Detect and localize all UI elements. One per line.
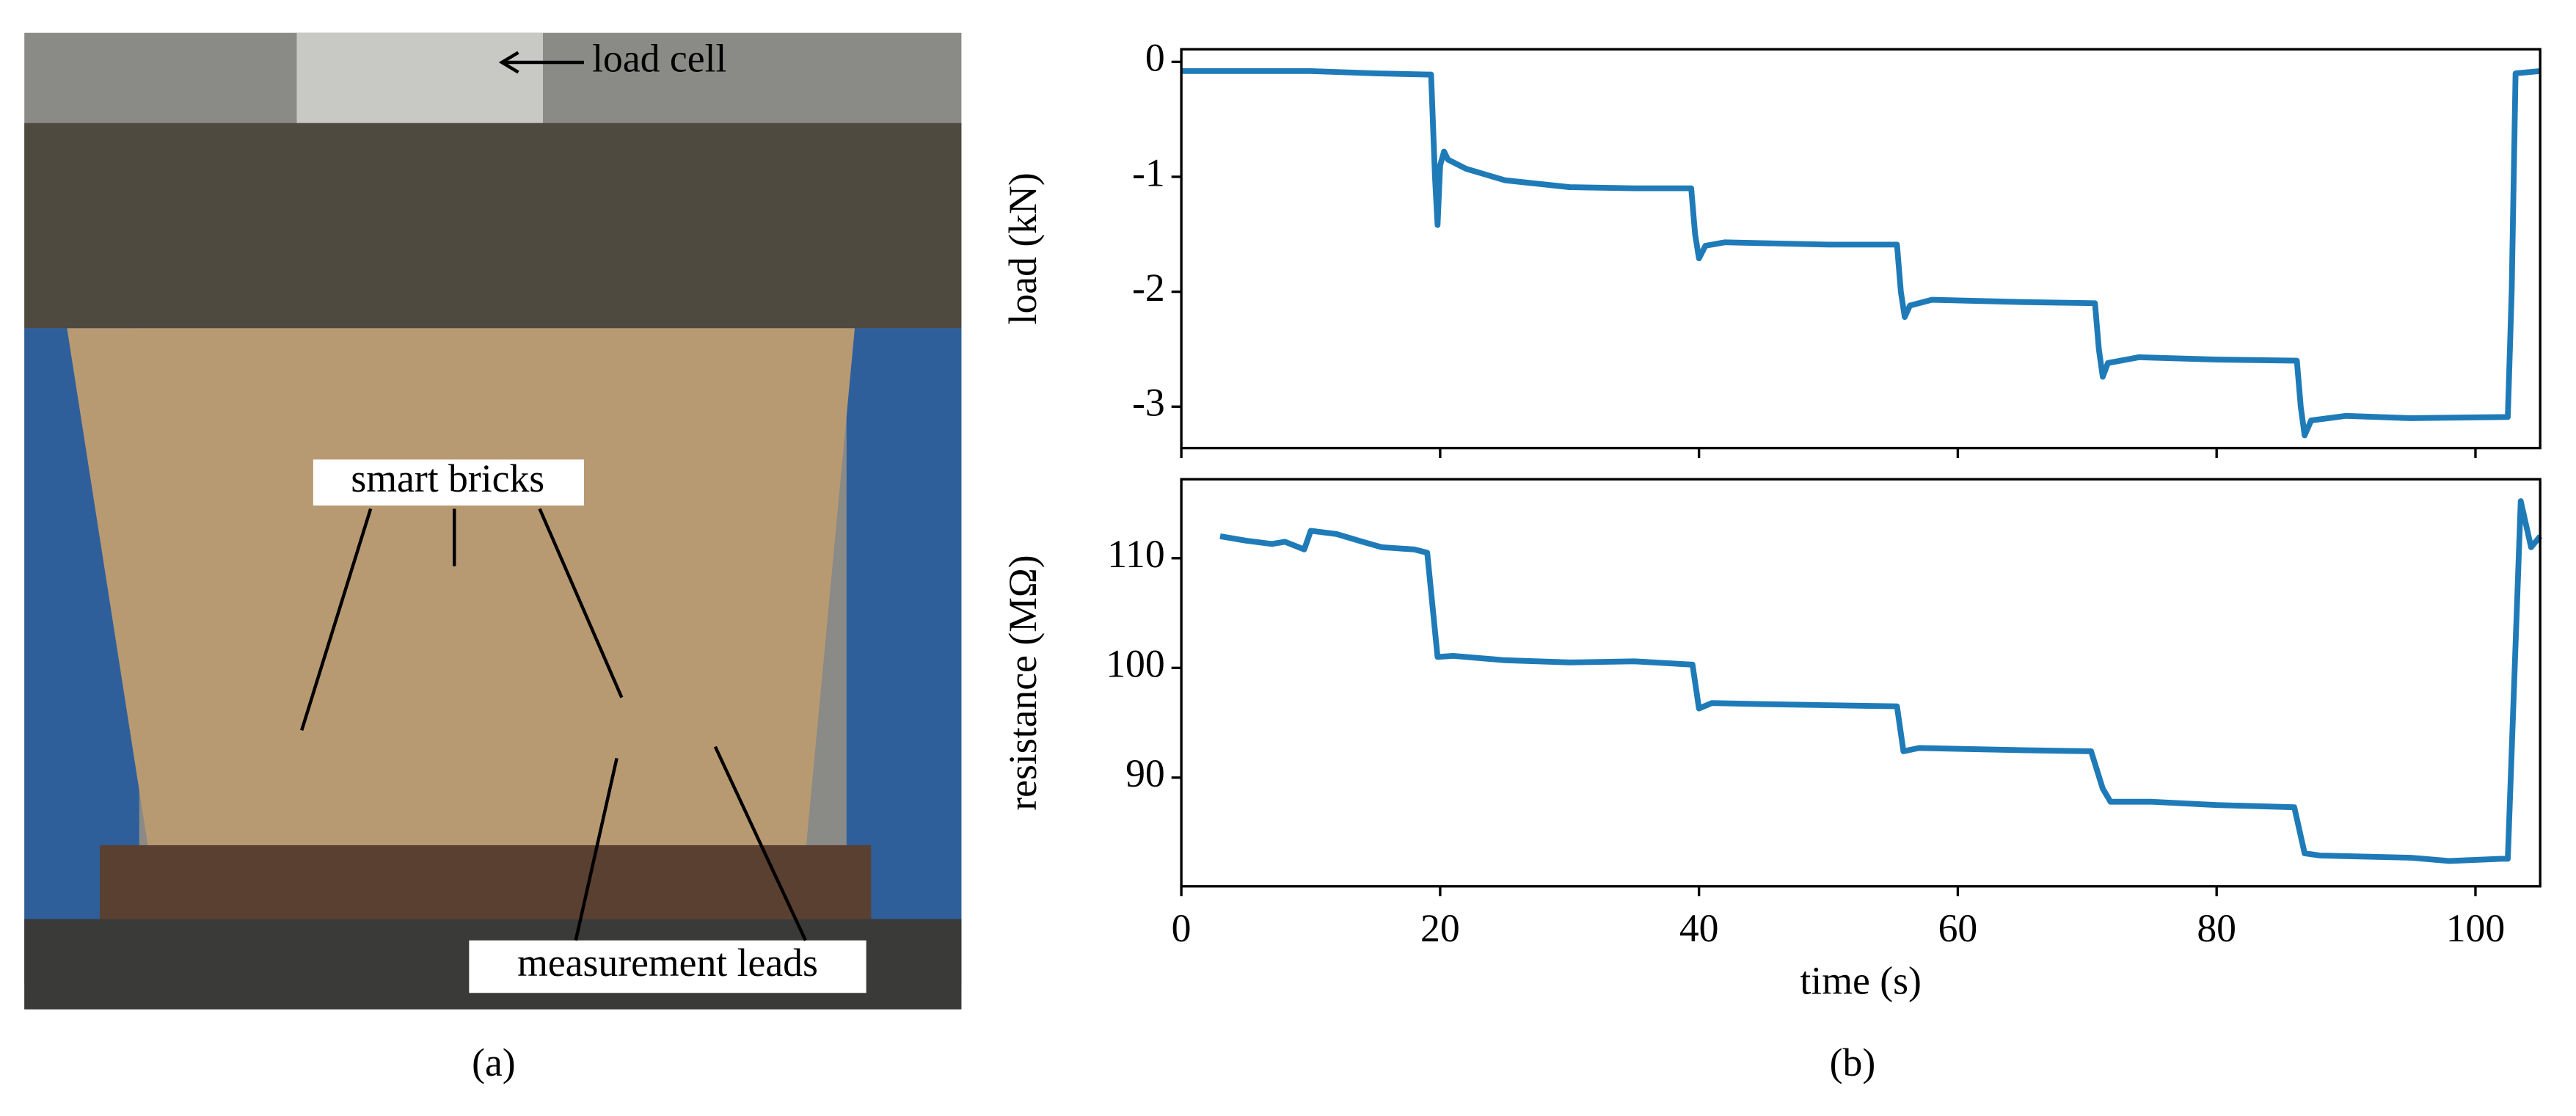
y-axis-label: resistance (MΩ)	[1001, 555, 1045, 810]
line	[1181, 68, 2541, 439]
load-cell	[296, 32, 544, 123]
x-tick-label: 40	[1679, 906, 1719, 950]
y-tick-label: -2	[1132, 266, 1165, 310]
y-tick-label: 90	[1125, 751, 1165, 795]
annotation: measurement leads	[517, 941, 818, 985]
brick-wall	[67, 328, 855, 854]
x-tick-label: 60	[1938, 906, 1978, 950]
annotation: smart bricks	[351, 456, 544, 500]
x-axis-label: time (s)	[1800, 958, 1921, 1002]
line	[1219, 498, 2543, 864]
base-plate	[100, 845, 872, 919]
x-tick-label: 100	[2446, 906, 2506, 950]
x-tick-label: 80	[2197, 906, 2236, 950]
y-tick-label: 0	[1145, 36, 1165, 80]
y-tick-label: -3	[1132, 381, 1165, 425]
y-tick-label: 110	[1107, 532, 1165, 576]
arrow	[574, 745, 807, 941]
x-tick-label: 20	[1420, 906, 1460, 950]
y-tick-label: -1	[1132, 150, 1165, 194]
x-tick-label: 0	[1172, 906, 1192, 950]
caption: (a)	[472, 1040, 516, 1084]
caption: (b)	[1830, 1040, 1876, 1084]
arrow	[498, 51, 584, 74]
y-axis-label: load (kN)	[1001, 172, 1045, 324]
photo: load cell smart bricks measurement leads…	[24, 32, 962, 1084]
arrow	[300, 508, 624, 732]
y-tick-label: 100	[1106, 642, 1165, 686]
axes-frame	[1180, 478, 2542, 888]
annotation: load cell	[592, 36, 726, 80]
label-box	[313, 459, 584, 506]
axes-frame	[1180, 48, 2542, 450]
top-beam	[24, 123, 962, 329]
label-box	[469, 940, 866, 993]
